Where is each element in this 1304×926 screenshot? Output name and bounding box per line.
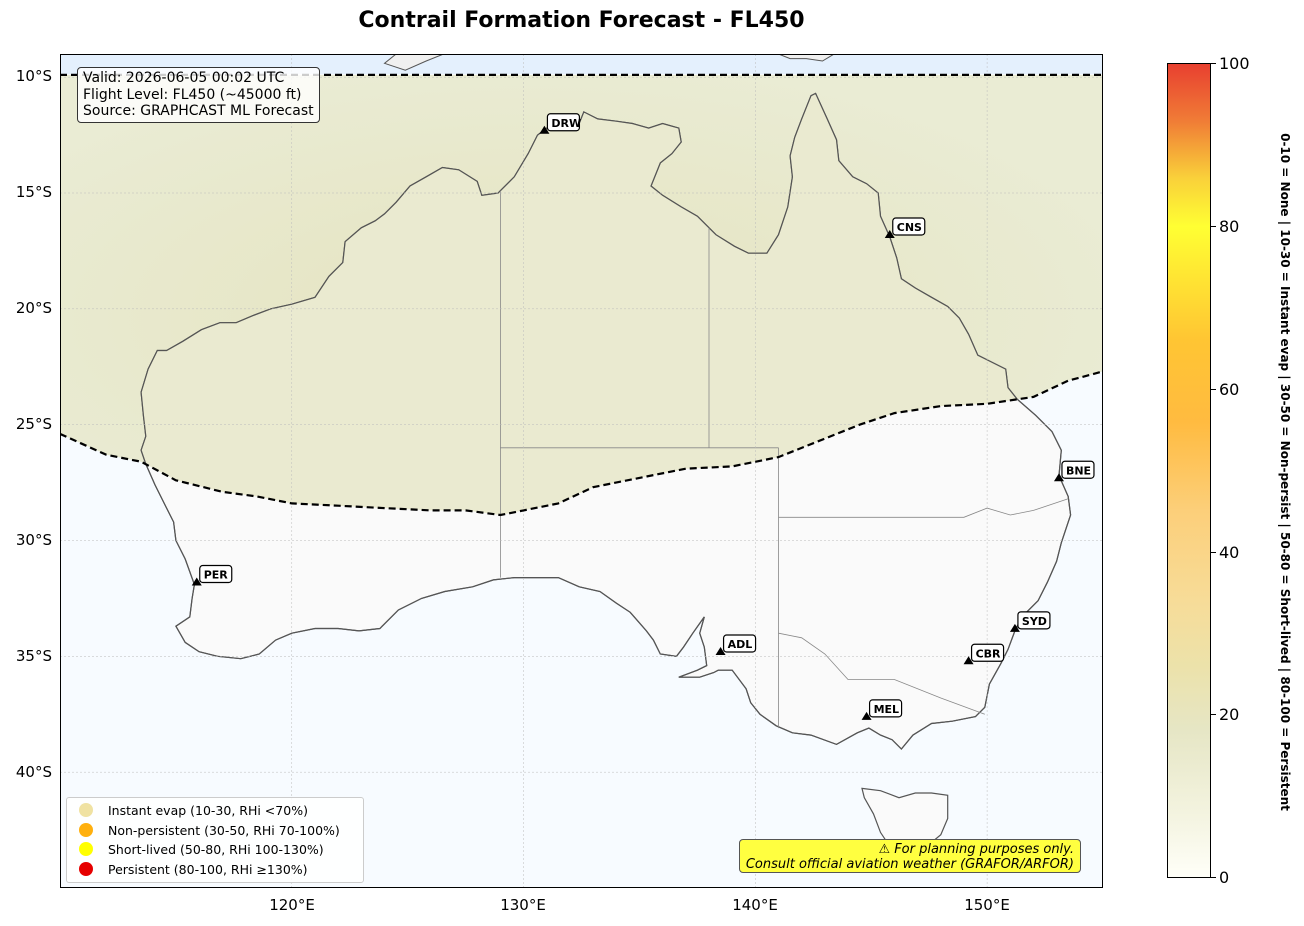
airport-icon [1053, 473, 1064, 482]
airport-label-box [868, 699, 903, 718]
state-border [778, 632, 985, 715]
colorbar-tickmark [1211, 714, 1216, 715]
valid-time: Valid: 2026-06-05 00:02 UTC [83, 70, 285, 86]
airport-icon [884, 230, 895, 239]
map-area[interactable]: DRW CNS BNE PER SYD ADL CBR MEL [60, 54, 1103, 888]
legend: Instant evap (10-30, RHi <70%) Non-persi… [66, 797, 364, 883]
legend-label: Short-lived (50-80, RHi 100-130%) [108, 841, 324, 857]
timor [383, 54, 446, 71]
north-band [60, 54, 1103, 74]
map-canvas[interactable]: DRW CNS BNE PER SYD ADL CBR MEL [60, 54, 1103, 888]
colorbar-tickmark [1211, 63, 1216, 64]
airport-icon [963, 656, 974, 665]
airport-label-box [1017, 611, 1051, 630]
airport-label-box [892, 217, 926, 236]
airport-code: DRW [551, 117, 581, 130]
colorbar-tick-100: 100 [1219, 54, 1250, 73]
legend-item-short-lived: Short-lived (50-80, RHi 100-130%) [79, 840, 324, 858]
map-frame [60, 54, 1103, 888]
airport-icon [1009, 623, 1020, 632]
airport-icon [861, 711, 872, 720]
airport-label-box [1061, 460, 1095, 479]
airport-icon [539, 125, 550, 134]
legend-dot [79, 862, 93, 876]
airport-code: CNS [897, 221, 922, 234]
airport-syd[interactable]: SYD [1009, 611, 1051, 632]
legend-dot [79, 823, 93, 837]
legend-label: Non-persistent (30-50, RHi 70-100%) [108, 822, 340, 838]
airport-icon [715, 647, 726, 656]
airport-label-box [970, 643, 1005, 662]
colorbar-tickmark [1211, 389, 1216, 390]
airport-code: SYD [1022, 615, 1047, 628]
papua-new-guinea [778, 54, 835, 62]
colorbar-tick-80: 80 [1219, 217, 1240, 236]
colorbar-tick-40: 40 [1219, 543, 1240, 562]
lat-label-10s: 10°S [15, 67, 52, 85]
airport-icon [191, 577, 202, 586]
colorbar-tick-20: 20 [1219, 705, 1240, 724]
colorbar-tick-0: 0 [1219, 868, 1230, 887]
contrail-boundary [60, 370, 1103, 517]
colorbar-tickmark [1211, 552, 1216, 553]
lon-label-120e: 120°E [269, 896, 315, 914]
legend-item-non-persistent: Non-persistent (30-50, RHi 70-100%) [79, 821, 340, 839]
legend-label: Persistent (80-100, RHi ≥130%) [108, 861, 308, 877]
airport-code: CBR [976, 647, 1001, 660]
lat-label-25s: 25°S [15, 415, 52, 433]
colorbar-tickmark [1211, 877, 1216, 878]
airport-label-box [722, 634, 757, 653]
lon-label-130e: 130°E [500, 896, 546, 914]
forecast-info-box: Valid: 2026-06-05 00:02 UTC Flight Level… [77, 67, 320, 123]
airport-adl[interactable]: ADL [715, 634, 757, 656]
airport-cns[interactable]: CNS [884, 217, 926, 239]
gridlines [60, 54, 1103, 888]
lon-label-150e: 150°E [964, 896, 1010, 914]
state-borders [500, 190, 1069, 729]
airport-cbr[interactable]: CBR [963, 643, 1005, 665]
legend-dot [79, 803, 93, 817]
airport-drw[interactable]: DRW [539, 113, 581, 134]
airport-code: BNE [1066, 464, 1091, 477]
lon-label-140e: 140°E [732, 896, 778, 914]
legend-item-instant-evap: Instant evap (10-30, RHi <70%) [79, 801, 308, 819]
colorbar-tick-60: 60 [1219, 380, 1240, 399]
airport-code: ADL [728, 638, 753, 651]
warning-line-1: ⚠ For planning purposes only. [878, 842, 1075, 857]
planning-warning: ⚠ For planning purposes only. Consult of… [739, 839, 1081, 873]
airport-label-box [546, 113, 581, 132]
airport-code: PER [204, 569, 229, 582]
legend-label: Instant evap (10-30, RHi <70%) [108, 802, 308, 818]
warning-line-2: Consult official aviation weather (GRAFO… [745, 857, 1074, 872]
coastline [140, 92, 1072, 750]
colorbar-label: 0-10 = None | 10-30 = Instant evap | 30-… [1278, 133, 1292, 811]
tasmania [861, 787, 949, 857]
flight-level: Flight Level: FL450 (~45000 ft) [83, 86, 302, 103]
airport-code: MEL [874, 703, 899, 716]
lat-label-40s: 40°S [15, 763, 52, 781]
state-border [778, 498, 1069, 518]
lat-label-35s: 35°S [15, 647, 52, 665]
lat-label-30s: 30°S [15, 531, 52, 549]
legend-item-persistent: Persistent (80-100, RHi ≥130%) [79, 860, 308, 878]
airport-markers: DRW CNS BNE PER SYD ADL CBR MEL [191, 113, 1095, 720]
lat-label-15s: 15°S [15, 183, 52, 201]
airport-bne[interactable]: BNE [1053, 460, 1095, 482]
colorbar [1167, 63, 1211, 878]
legend-dot [79, 842, 93, 856]
lat-label-20s: 20°S [15, 299, 52, 317]
forecast-source: Source: GRAPHCAST ML Forecast [83, 103, 314, 119]
airport-per[interactable]: PER [191, 564, 233, 586]
airport-label-box [199, 564, 233, 584]
airport-mel[interactable]: MEL [861, 699, 903, 720]
map-title: Contrail Formation Forecast - FL450 [358, 8, 805, 33]
colorbar-tickmark [1211, 226, 1216, 227]
